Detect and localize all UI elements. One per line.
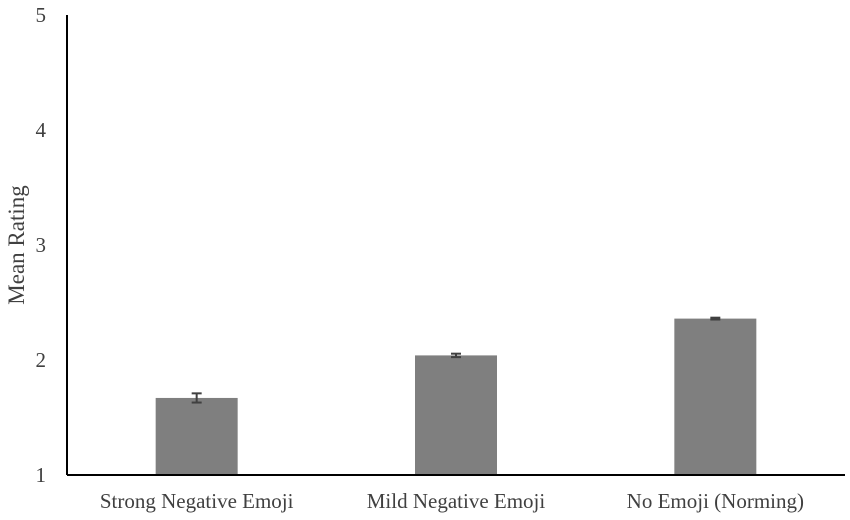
error-bar <box>451 352 461 359</box>
bar <box>155 397 238 475</box>
x-category-label: Strong Negative Emoji <box>100 489 294 513</box>
y-axis-ticks: 1 2 3 4 5 <box>36 3 47 487</box>
error-bar <box>710 316 721 321</box>
y-tick-label: 3 <box>36 233 47 257</box>
y-tick-label: 1 <box>36 463 47 487</box>
y-tick-label: 2 <box>36 348 47 372</box>
bars <box>155 318 757 475</box>
y-axis-title: Mean Rating <box>4 185 29 305</box>
x-category-label: Mild Negative Emoji <box>367 489 546 513</box>
bar <box>415 355 497 475</box>
y-tick-label: 5 <box>36 3 47 27</box>
error-bars <box>191 316 721 404</box>
y-tick-label: 4 <box>36 118 47 142</box>
x-category-label: No Emoji (Norming) <box>627 489 804 513</box>
error-bar <box>191 392 202 404</box>
x-axis-labels: Strong Negative Emoji Mild Negative Emoji… <box>100 489 804 513</box>
bar <box>674 318 757 475</box>
